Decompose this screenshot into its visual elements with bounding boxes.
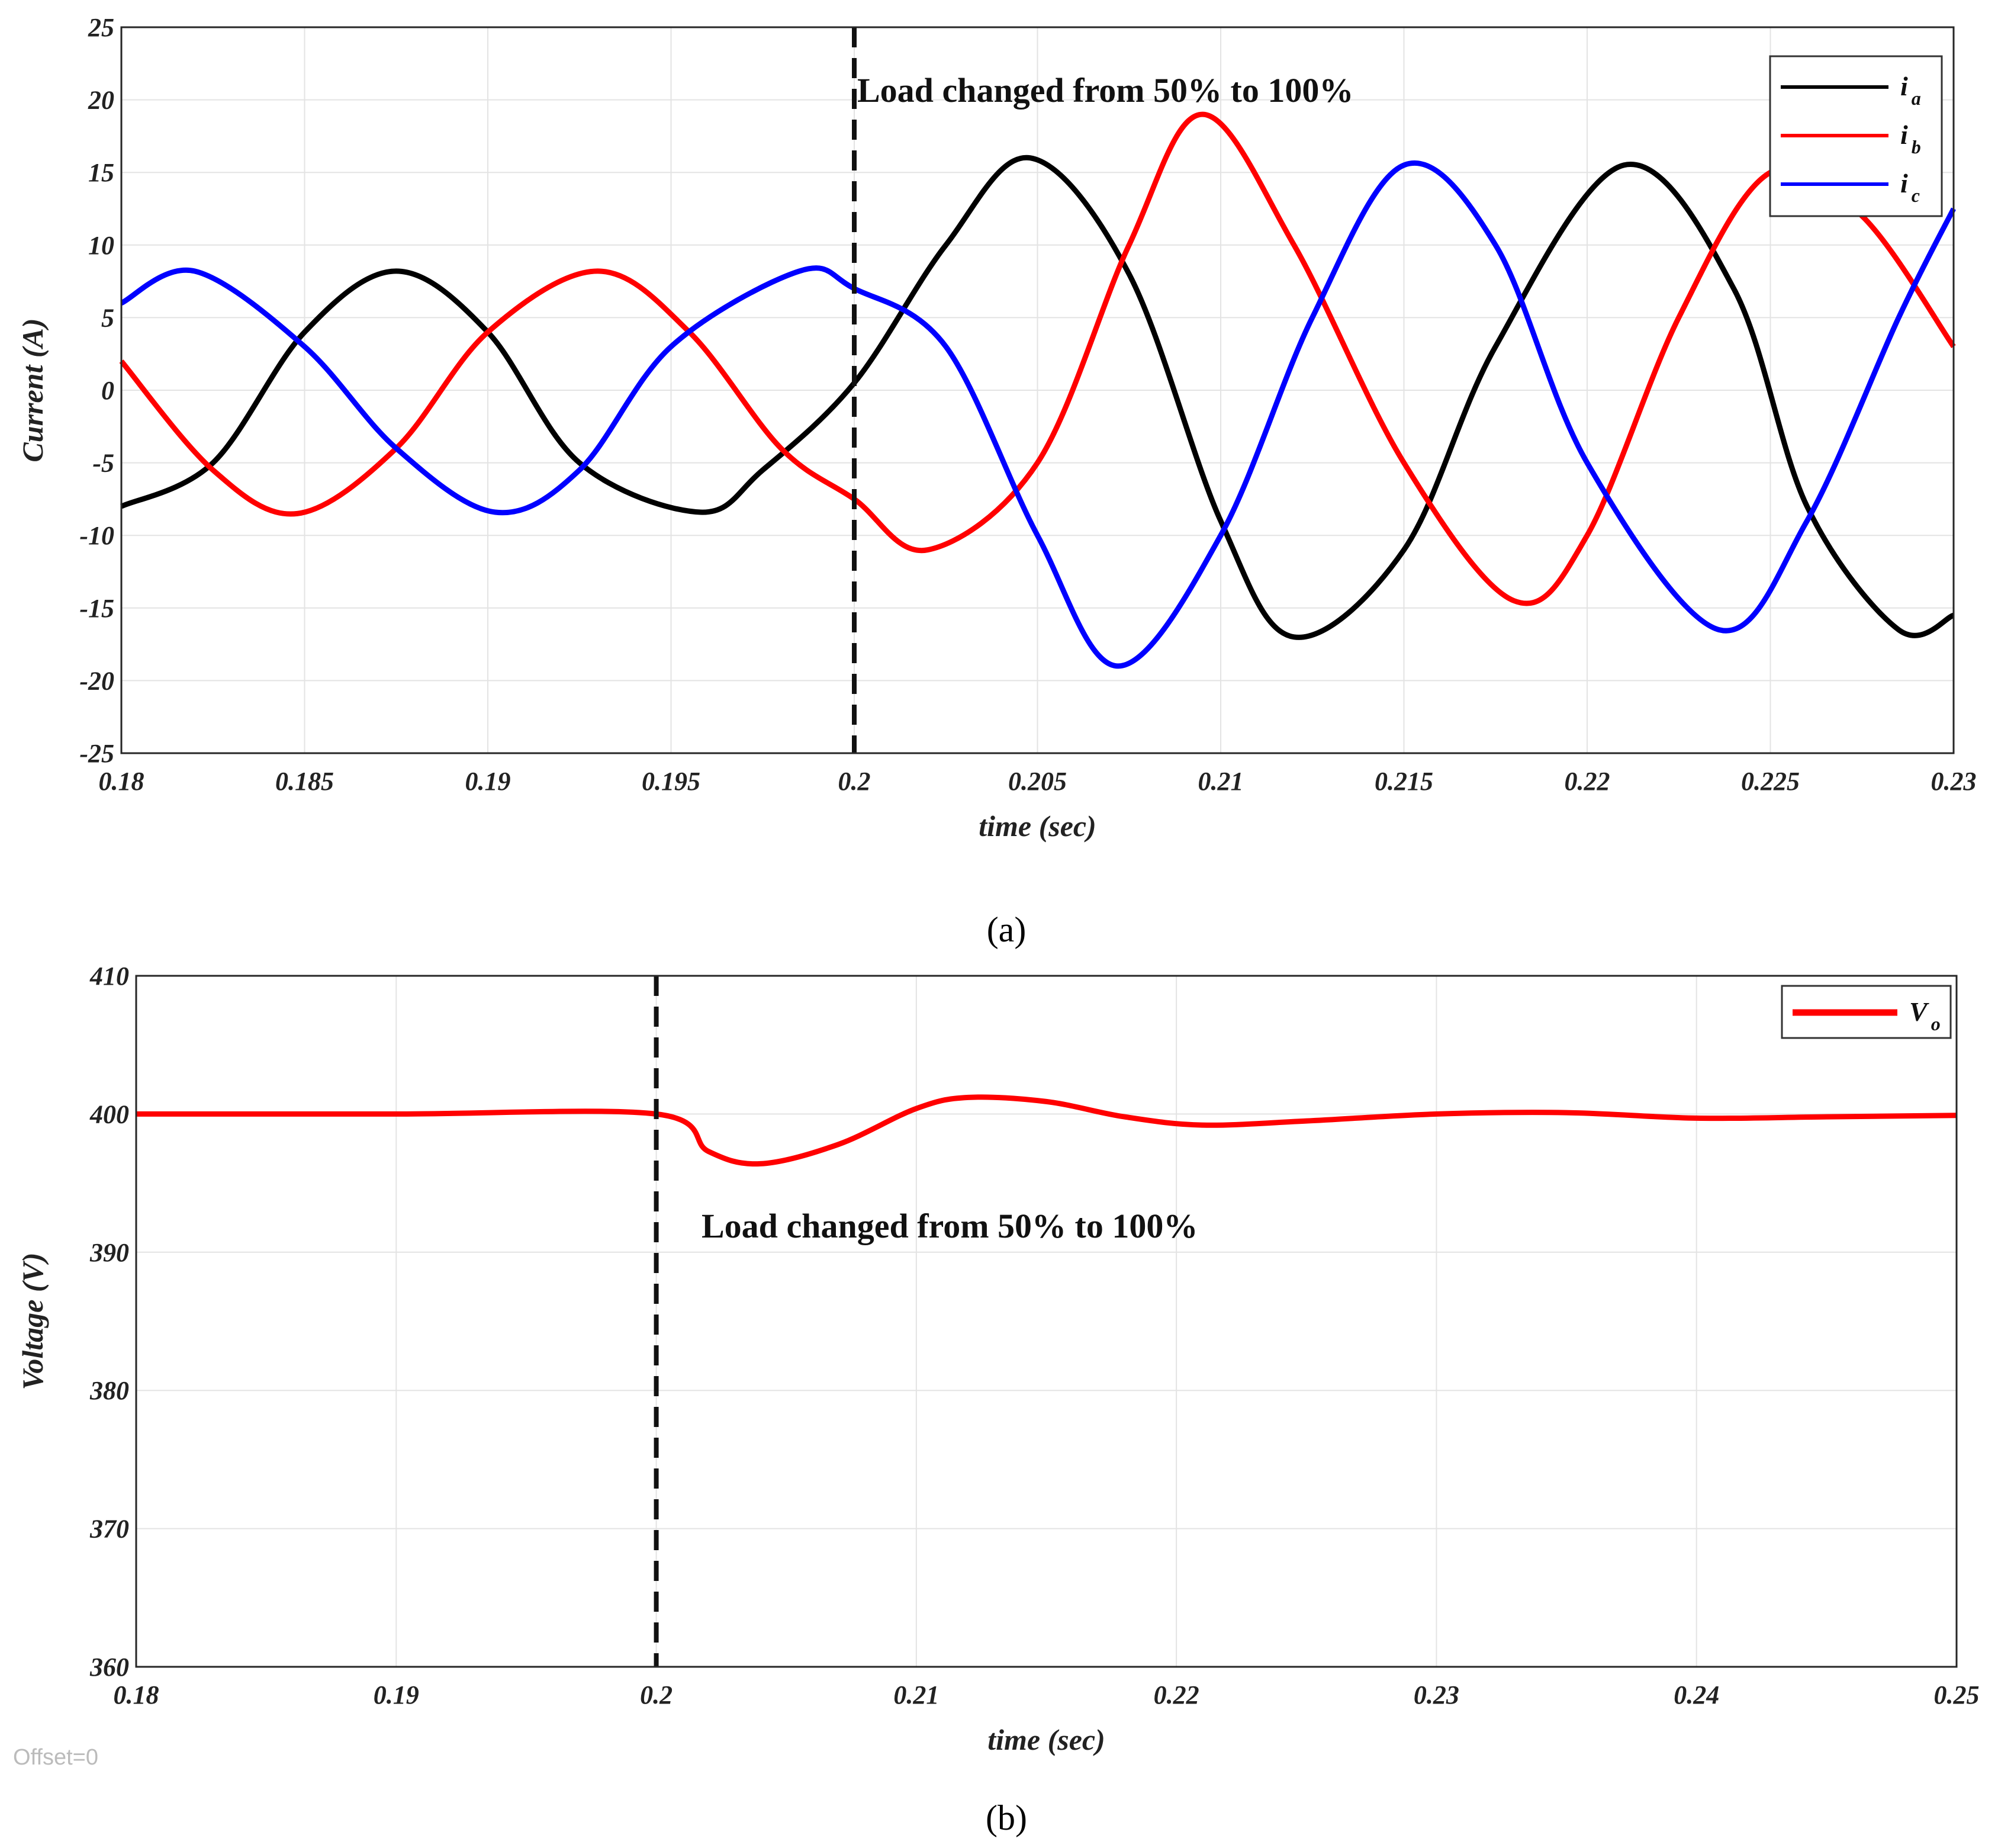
series-line-ic bbox=[120, 160, 1957, 669]
series-line-Vo bbox=[136, 1094, 1957, 1167]
x-tick-label: 0.195 bbox=[642, 767, 700, 796]
x-tick-label: 0.185 bbox=[275, 767, 334, 796]
x-tick-label: 0.23 bbox=[1931, 767, 1977, 796]
x-tick-label: 0.21 bbox=[893, 1680, 939, 1709]
y-tick-label: 15 bbox=[88, 158, 114, 187]
y-tick-label: 5 bbox=[101, 303, 114, 332]
grid bbox=[121, 27, 1954, 754]
x-tick-label: 0.25 bbox=[1934, 1680, 1980, 1709]
y-tick-label: 370 bbox=[89, 1515, 129, 1544]
series-lines bbox=[136, 1094, 1957, 1167]
y-axis-title: Voltage (V) bbox=[16, 1253, 49, 1390]
y-axis-title: Current (A) bbox=[16, 318, 49, 462]
y-tick-label: 410 bbox=[89, 962, 129, 991]
offset-note: Offset=0 bbox=[13, 1745, 98, 1770]
x-tick-label: 0.2 bbox=[640, 1680, 673, 1709]
x-tick-label: 0.225 bbox=[1741, 767, 1800, 796]
y-tick-label: -10 bbox=[79, 521, 114, 550]
x-axis-title: time (sec) bbox=[979, 809, 1096, 843]
x-tick-label: 0.18 bbox=[99, 767, 144, 796]
x-tick-label: 0.205 bbox=[1008, 767, 1067, 796]
voltage-chart: 0.18 0.19 0.2 0.21 0.22 0.23 0.24 0.25 360 370 380… bbox=[16, 962, 1980, 1756]
y-tick-label: 360 bbox=[89, 1653, 129, 1682]
x-tick-label: 0.21 bbox=[1198, 767, 1244, 796]
y-tick-label: 10 bbox=[88, 231, 114, 260]
annotation-text: Load changed from 50% to 100% bbox=[702, 1207, 1198, 1245]
annotation-text: Load changed from 50% to 100% bbox=[857, 71, 1353, 110]
x-tick-label: 0.18 bbox=[114, 1680, 159, 1709]
x-tick-label: 0.19 bbox=[374, 1680, 419, 1709]
y-tick-label: -5 bbox=[92, 449, 114, 478]
series-line-ib bbox=[119, 111, 1956, 606]
legend: i a i b i c bbox=[1769, 55, 1943, 217]
caption-b: (b) bbox=[986, 1798, 1027, 1837]
series-line-ia bbox=[120, 155, 1955, 640]
y-tick-label: 390 bbox=[89, 1238, 129, 1267]
current-chart: 0.18 0.185 0.19 0.195 0.2 0.205 0.21 0.215 0.22 0… bbox=[16, 13, 1977, 843]
y-tick-label: -15 bbox=[79, 594, 114, 623]
x-tick-label: 0.19 bbox=[465, 767, 511, 796]
x-tick-label: 0.2 bbox=[838, 767, 871, 796]
series-lines bbox=[119, 111, 1957, 669]
x-tick-label: 0.24 bbox=[1674, 1680, 1719, 1709]
y-tick-label: 20 bbox=[88, 86, 114, 115]
y-tick-label: -25 bbox=[79, 739, 114, 768]
y-tick-label: 0 bbox=[101, 376, 114, 405]
plot-frame bbox=[135, 975, 1958, 1668]
x-tick-label: 0.22 bbox=[1565, 767, 1610, 796]
x-axis-title: time (sec) bbox=[987, 1723, 1105, 1756]
y-tick-label: 380 bbox=[89, 1376, 129, 1405]
x-tick-label: 0.22 bbox=[1154, 1680, 1199, 1709]
plot-frame bbox=[120, 26, 1955, 754]
y-tick-label: -20 bbox=[79, 666, 114, 695]
caption-a: (a) bbox=[987, 910, 1027, 949]
x-tick-label: 0.23 bbox=[1414, 1680, 1459, 1709]
y-tick-label: 400 bbox=[89, 1100, 129, 1129]
grid bbox=[136, 975, 1957, 1667]
y-tick-label: 25 bbox=[88, 13, 114, 42]
x-tick-label: 0.215 bbox=[1375, 767, 1433, 796]
